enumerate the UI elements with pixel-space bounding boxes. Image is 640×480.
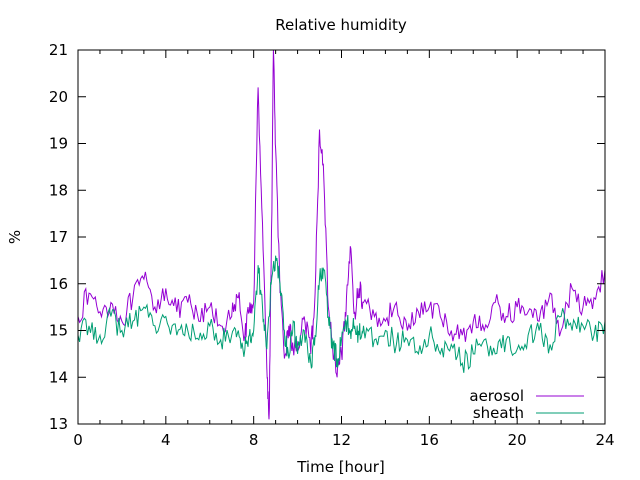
y-tick-label: 14 bbox=[49, 368, 68, 386]
x-tick-label: 4 bbox=[161, 431, 171, 449]
legend-label-sheath: sheath bbox=[473, 404, 524, 422]
chart-title: Relative humidity bbox=[275, 16, 407, 34]
legend-label-aerosol: aerosol bbox=[469, 387, 524, 405]
x-tick-label: 24 bbox=[595, 431, 614, 449]
y-tick-label: 21 bbox=[49, 41, 68, 59]
y-tick-label: 19 bbox=[49, 135, 68, 153]
y-tick-label: 13 bbox=[49, 415, 68, 433]
x-tick-label: 8 bbox=[249, 431, 259, 449]
series-line-aerosol bbox=[77, 49, 606, 420]
y-tick-label: 15 bbox=[49, 322, 68, 340]
plot-frame bbox=[77, 49, 606, 425]
y-axis: 13 14 15 16 17 18 19 20 21 bbox=[49, 41, 605, 433]
x-axis: 0 4 8 12 16 20 24 bbox=[73, 50, 615, 449]
x-tick-label: 16 bbox=[420, 431, 439, 449]
x-tick-label: 12 bbox=[332, 431, 351, 449]
x-tick-label: 0 bbox=[73, 431, 83, 449]
series-layer bbox=[77, 49, 606, 420]
y-axis-label: % bbox=[6, 230, 24, 244]
y-tick-label: 16 bbox=[49, 275, 68, 293]
series-line-sheath bbox=[77, 255, 606, 373]
y-tick-label: 17 bbox=[49, 228, 68, 246]
x-tick-label: 20 bbox=[508, 431, 527, 449]
x-axis-label: Time [hour] bbox=[296, 458, 385, 476]
y-tick-label: 18 bbox=[49, 181, 68, 199]
y-tick-label: 20 bbox=[49, 88, 68, 106]
